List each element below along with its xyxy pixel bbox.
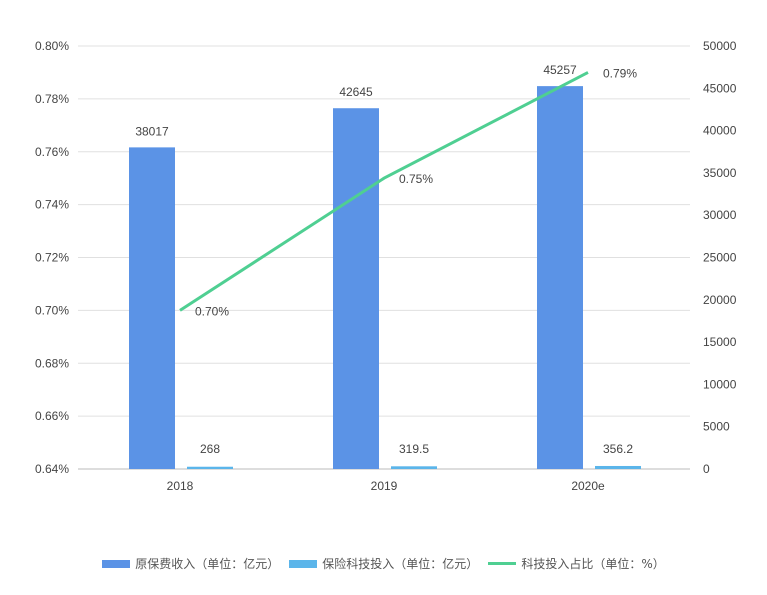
x-tick-label: 2019 <box>371 479 398 493</box>
legend: 原保费收入（单位：亿元） 保险科技投入（单位：亿元） 科技投入占比（单位：%） <box>0 555 767 572</box>
right-tick-label: 45000 <box>703 81 737 95</box>
right-tick-label: 50000 <box>703 39 737 53</box>
bar-label-premium: 42645 <box>339 85 373 99</box>
right-tick-label: 20000 <box>703 293 737 307</box>
legend-swatch <box>102 559 131 568</box>
left-tick-label: 0.78% <box>35 92 69 106</box>
left-tick-label: 0.64% <box>35 462 69 476</box>
right-tick-label: 25000 <box>703 251 737 265</box>
right-tick-label: 0 <box>703 462 710 476</box>
line-label-tech-ratio: 0.75% <box>399 172 433 186</box>
bar-label-premium: 45257 <box>543 63 577 77</box>
bar-label-tech-investment: 319.5 <box>399 442 429 456</box>
legend-swatch <box>289 559 318 568</box>
x-tick-label: 2020e <box>571 479 605 493</box>
bar-tech-investment <box>391 466 437 469</box>
left-tick-label: 0.66% <box>35 409 69 423</box>
line-label-tech-ratio: 0.70% <box>195 304 229 318</box>
line-tech-ratio <box>179 71 589 312</box>
right-tick-label: 10000 <box>703 377 737 391</box>
bar-tech-investment <box>595 465 641 469</box>
legend-line <box>488 562 517 565</box>
bar-tech-investment <box>187 466 233 469</box>
bar-label-tech-investment: 268 <box>200 442 220 456</box>
right-tick-label: 40000 <box>703 124 737 138</box>
legend-item-tech-investment[interactable]: 保险科技投入（单位：亿元） <box>289 555 478 572</box>
left-tick-label: 0.80% <box>35 39 69 53</box>
legend-label: 科技投入占比（单位：%） <box>521 557 665 571</box>
left-tick-label: 0.72% <box>35 251 69 265</box>
right-tick-label: 5000 <box>703 420 730 434</box>
right-tick-label: 30000 <box>703 208 737 222</box>
bar-label-tech-investment: 356.2 <box>603 442 633 456</box>
legend-item-tech-ratio[interactable]: 科技投入占比（单位：%） <box>488 555 665 572</box>
legend-item-premium[interactable]: 原保费收入（单位：亿元） <box>102 555 279 572</box>
right-tick-label: 15000 <box>703 335 737 349</box>
left-tick-label: 0.76% <box>35 145 69 159</box>
bar-premium <box>537 86 583 469</box>
bar-premium <box>129 147 175 470</box>
left-tick-label: 0.68% <box>35 356 69 370</box>
bar-label-premium: 38017 <box>135 124 169 138</box>
left-tick-label: 0.74% <box>35 198 69 212</box>
legend-label: 原保费收入（单位：亿元） <box>135 557 280 571</box>
legend-label: 保险科技投入（单位：亿元） <box>322 557 479 571</box>
right-tick-label: 35000 <box>703 166 737 180</box>
x-tick-label: 2018 <box>167 479 194 493</box>
line-label-tech-ratio: 0.79% <box>603 66 637 80</box>
left-tick-label: 0.70% <box>35 303 69 317</box>
bar-premium <box>333 108 379 469</box>
